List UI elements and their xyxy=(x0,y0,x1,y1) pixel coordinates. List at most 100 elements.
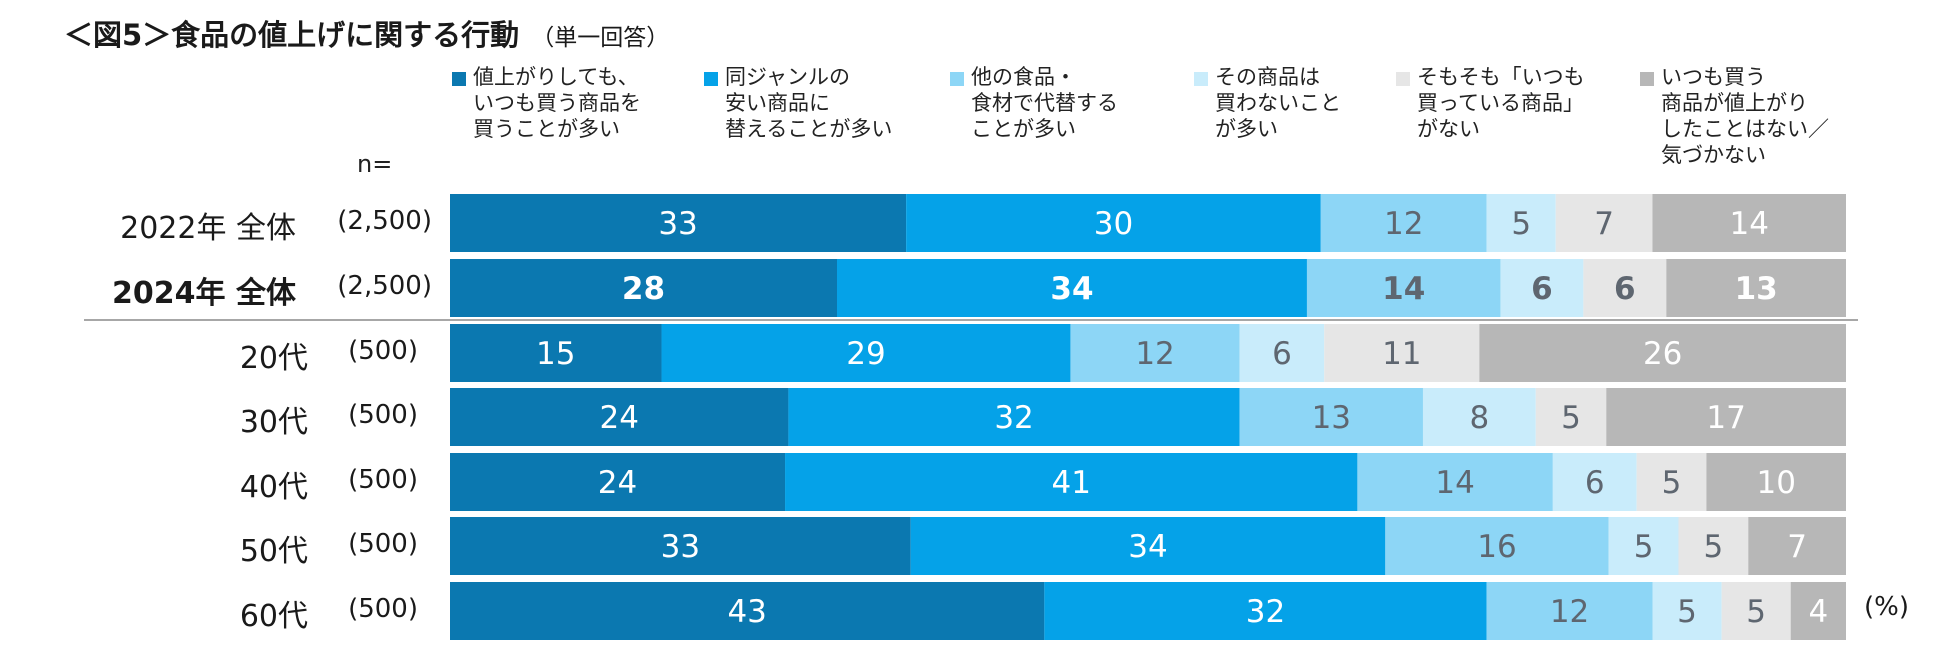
bar-segment xyxy=(1748,517,1846,575)
bar-value-label: 17 xyxy=(1706,400,1745,436)
row-category-label: 2024年 全体 xyxy=(112,276,296,311)
legend-label: 同ジャンルの 安い商品に 替えることが多い xyxy=(725,65,893,141)
bar-value-label: 5 xyxy=(1662,465,1682,501)
bar-segment xyxy=(1721,582,1791,640)
bar-value-label: 43 xyxy=(727,594,766,630)
bar-value-label: 26 xyxy=(1643,336,1682,372)
bar-value-label: 6 xyxy=(1585,465,1605,501)
bar-segment xyxy=(1422,388,1536,446)
bar-segment xyxy=(788,388,1240,446)
bar-value-label: 29 xyxy=(846,336,885,372)
bar-value-label: 7 xyxy=(1594,206,1614,242)
bar-value-label: 15 xyxy=(536,336,575,372)
bar-value-label: 32 xyxy=(1246,594,1285,630)
legend-swatch xyxy=(704,72,718,86)
bar-segment xyxy=(906,194,1321,252)
bar-value-label: 32 xyxy=(994,400,1033,436)
legend-label: 他の食品・ 食材で代替する ことが多い xyxy=(971,65,1118,141)
bar-segment xyxy=(1583,259,1667,317)
bar-value-label: 12 xyxy=(1550,594,1589,630)
chart-title-sub: （単一回答） xyxy=(531,25,670,51)
row-category-label: 50代 xyxy=(239,534,308,569)
bar-segment xyxy=(910,517,1386,575)
bar-value-label: 6 xyxy=(1531,271,1553,307)
legend-swatch xyxy=(452,72,466,86)
bar-segment xyxy=(1486,582,1653,640)
row-sample-size: (500) xyxy=(348,400,418,430)
bar-segment xyxy=(837,259,1307,317)
bar-value-label: 33 xyxy=(658,206,697,242)
row-sample-size: (500) xyxy=(348,529,418,559)
bar-segment xyxy=(1479,324,1846,382)
bar-segment xyxy=(1486,194,1556,252)
bar-value-label: 14 xyxy=(1435,465,1474,501)
bar-segment xyxy=(1552,453,1637,511)
bar-segment xyxy=(1070,324,1240,382)
bar-segment xyxy=(1790,582,1846,640)
bar-value-label: 13 xyxy=(1312,400,1351,436)
row-category-label: 40代 xyxy=(239,470,308,505)
bar-segment xyxy=(1357,453,1553,511)
bar-value-label: 34 xyxy=(1128,529,1167,565)
legend-label: そもそも「いつも 買っている商品」 がない xyxy=(1417,65,1585,141)
bar-value-label: 5 xyxy=(1634,529,1654,565)
bar-value-label: 12 xyxy=(1135,336,1174,372)
row-category-label: 2022年 全体 xyxy=(120,211,296,246)
row-sample-size: (2,500) xyxy=(337,271,432,301)
bar-value-label: 34 xyxy=(1050,271,1093,307)
bar-value-label: 41 xyxy=(1051,465,1090,501)
bar-segment xyxy=(1306,259,1501,317)
bar-value-label: 8 xyxy=(1470,400,1490,436)
bar-segment xyxy=(450,259,838,317)
bar-segment xyxy=(1385,517,1609,575)
bar-segment xyxy=(1500,259,1584,317)
bar-segment xyxy=(1320,194,1487,252)
bar-value-label: 28 xyxy=(622,271,665,307)
legend-label: いつも買う 商品が値上がり したことはない／ 気づかない xyxy=(1661,65,1829,167)
bar-value-label: 12 xyxy=(1384,206,1423,242)
row-category-label: 30代 xyxy=(239,405,308,440)
bar-value-label: 5 xyxy=(1704,529,1724,565)
bar-segment xyxy=(450,388,789,446)
bar-segment xyxy=(1706,453,1846,511)
bar-value-label: 4 xyxy=(1808,594,1828,630)
bar-segment xyxy=(450,194,907,252)
bar-value-label: 11 xyxy=(1382,336,1421,372)
bar-value-label: 13 xyxy=(1735,271,1778,307)
bar-value-label: 16 xyxy=(1477,529,1516,565)
bar-segment xyxy=(1652,194,1846,252)
row-category-label: 60代 xyxy=(239,599,308,634)
bar-segment xyxy=(450,582,1045,640)
legend-label: その商品は 買わないこと が多い xyxy=(1215,65,1341,141)
unit-label: (%) xyxy=(1864,592,1909,622)
row-sample-size: (500) xyxy=(348,465,418,495)
row-category-label: 20代 xyxy=(239,341,308,376)
row-sample-size: (500) xyxy=(348,594,418,624)
bar-segment xyxy=(1044,582,1487,640)
bar-value-label: 33 xyxy=(661,529,700,565)
sample-size-header: n= xyxy=(357,150,393,178)
bar-value-label: 6 xyxy=(1272,336,1292,372)
legend-swatch xyxy=(1194,72,1208,86)
bar-value-label: 6 xyxy=(1614,271,1636,307)
bar-segment xyxy=(1606,388,1846,446)
bar-value-label: 24 xyxy=(599,400,638,436)
bar-segment xyxy=(1239,388,1423,446)
bar-segment xyxy=(1535,388,1607,446)
row-sample-size: (2,500) xyxy=(337,206,432,236)
bar-value-label: 7 xyxy=(1787,529,1807,565)
bar-segment xyxy=(450,517,911,575)
bar-value-label: 30 xyxy=(1094,206,1133,242)
bar-value-label: 14 xyxy=(1382,271,1425,307)
bar-segment xyxy=(1678,517,1749,575)
legend-swatch xyxy=(1640,72,1654,86)
bar-segment xyxy=(661,324,1071,382)
bar-segment xyxy=(1555,194,1653,252)
chart-title: ＜図5＞食品の値上げに関する行動 （単一回答） xyxy=(64,12,669,54)
bar-segment xyxy=(1666,259,1846,317)
bar-segment xyxy=(450,324,662,382)
bar-segment xyxy=(1652,582,1722,640)
bar-value-label: 5 xyxy=(1511,206,1531,242)
bar-value-label: 24 xyxy=(598,465,637,501)
